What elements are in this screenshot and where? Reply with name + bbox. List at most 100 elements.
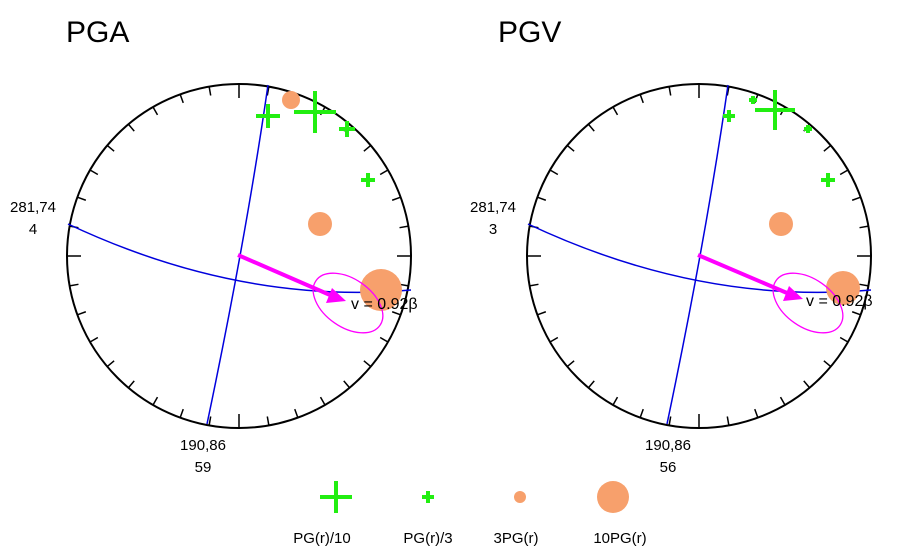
stereonet-tick <box>379 336 389 343</box>
stereonet-tick <box>391 311 401 316</box>
stereonet-tick <box>639 94 644 104</box>
stereonet-tick <box>779 396 786 406</box>
stereonet-tick <box>823 144 832 152</box>
positive-amplitude-marker <box>339 121 355 137</box>
stereonet-tick <box>266 416 270 426</box>
stereonet-tick <box>319 396 326 406</box>
legend-label: 10PG(r) <box>593 530 646 547</box>
stereonet-tick <box>69 283 79 287</box>
stereonet-ticks <box>67 84 411 428</box>
stereonet-tick <box>89 336 99 343</box>
stereonet-tick <box>549 169 559 176</box>
negative-amplitude-marker <box>769 212 793 236</box>
stereonet-tick <box>566 360 575 368</box>
stereonet-tick <box>127 380 135 389</box>
stereonet-tick <box>726 416 730 426</box>
stereonet-tick <box>152 106 159 116</box>
panel-title: PGA <box>66 16 129 49</box>
positive-amplitude-marker <box>755 90 795 130</box>
stereonet-tick <box>208 416 212 426</box>
panel-pgv: PGV v = 0.92β 281,74 3 190,86 56 <box>470 16 873 476</box>
positive-amplitude-marker <box>749 96 757 104</box>
stereonet-tick <box>803 380 811 389</box>
plane-label-rake: 56 <box>660 459 677 476</box>
plane-label-strike-dip: 190,86 <box>645 437 691 454</box>
arrowhead <box>326 288 346 303</box>
rupture-direction-arrow <box>697 253 788 295</box>
plane-label-rake: 4 <box>29 221 37 238</box>
legend-label: 3PG(r) <box>494 530 539 547</box>
stereonet-tick <box>106 360 115 368</box>
plane-label-strike-dip: 281,74 <box>470 199 516 216</box>
legend-symbol-circle-small <box>514 491 526 503</box>
stereonet-tick <box>612 106 619 116</box>
positive-amplitude-marker <box>821 173 835 187</box>
uncertainty-ellipse <box>312 272 384 334</box>
stereonet-tick <box>152 396 159 406</box>
uncertainty-ellipse <box>772 272 844 334</box>
stereonet-tick <box>612 396 619 406</box>
stereonet-tick <box>363 144 372 152</box>
legend-symbol-circle-large <box>597 481 629 513</box>
nodal-plane-2 <box>666 84 729 425</box>
stereonet-tick <box>399 225 409 229</box>
stereonet-tick <box>391 196 401 201</box>
plane-label-rake: 59 <box>195 459 212 476</box>
stereonet-tick <box>839 169 849 176</box>
panel-pga: PGA v = 0.92β 281,74 4 190,86 59 <box>10 16 418 476</box>
positive-amplitude-marker <box>804 125 812 133</box>
velocity-label: v = 0.92β <box>351 296 418 313</box>
stereonet-tick <box>179 408 184 418</box>
stereonet-tick <box>343 380 351 389</box>
stereonet-tick <box>127 123 135 132</box>
stereonet-tick <box>726 86 730 96</box>
legend-symbol-plus-large <box>320 481 352 513</box>
stereonet-tick <box>851 196 861 201</box>
stereonet-tick <box>537 311 547 316</box>
stereonet-tick <box>208 86 212 96</box>
stereonet-tick <box>77 311 87 316</box>
panel-title: PGV <box>498 16 561 49</box>
legend-symbol-plus-small <box>422 491 434 503</box>
plane-label-strike-dip: 190,86 <box>180 437 226 454</box>
stereonet-tick <box>294 408 299 418</box>
nodal-plane-2 <box>206 84 269 425</box>
stereonet-tick <box>859 225 869 229</box>
velocity-label: v = 0.92β <box>806 293 873 310</box>
plane-label-strike-dip: 281,74 <box>10 199 56 216</box>
stereonet-tick <box>363 360 372 368</box>
stereonet-tick <box>587 123 595 132</box>
stereonet-tick <box>823 360 832 368</box>
stereonet-tick <box>529 283 539 287</box>
negative-amplitude-marker <box>826 271 860 305</box>
stereonet-tick <box>379 169 389 176</box>
stereonet-tick <box>179 94 184 104</box>
stereonet-tick <box>77 196 87 201</box>
negative-amplitude-marker <box>282 91 300 109</box>
stereonet-tick <box>754 408 759 418</box>
nodal-plane-1 <box>527 223 872 294</box>
stereonet-tick <box>851 311 861 316</box>
stereonet-tick <box>89 169 99 176</box>
legend-label: PG(r)/10 <box>293 530 351 547</box>
stereonet-tick <box>537 196 547 201</box>
stereonet-tick <box>668 86 672 96</box>
stereonet-tick <box>859 283 869 287</box>
legend-label: PG(r)/3 <box>403 530 452 547</box>
stereonet-tick <box>266 86 270 96</box>
legend: PG(r)/10 PG(r)/3 3PG(r) 10PG(r) <box>293 481 647 547</box>
positive-amplitude-marker <box>361 173 375 187</box>
negative-amplitude-marker <box>308 212 332 236</box>
stereonet-tick <box>549 336 559 343</box>
positive-amplitude-marker <box>294 91 336 133</box>
rupture-direction-arrow <box>237 253 331 297</box>
stereonet-tick <box>587 380 595 389</box>
positive-amplitude-marker <box>723 110 735 122</box>
stereonet-tick <box>566 144 575 152</box>
arrowhead <box>783 286 803 301</box>
stereonet-tick <box>839 336 849 343</box>
negative-amplitude-marker <box>360 269 402 311</box>
stereonet-tick <box>639 408 644 418</box>
stereonet-ticks <box>527 84 871 428</box>
